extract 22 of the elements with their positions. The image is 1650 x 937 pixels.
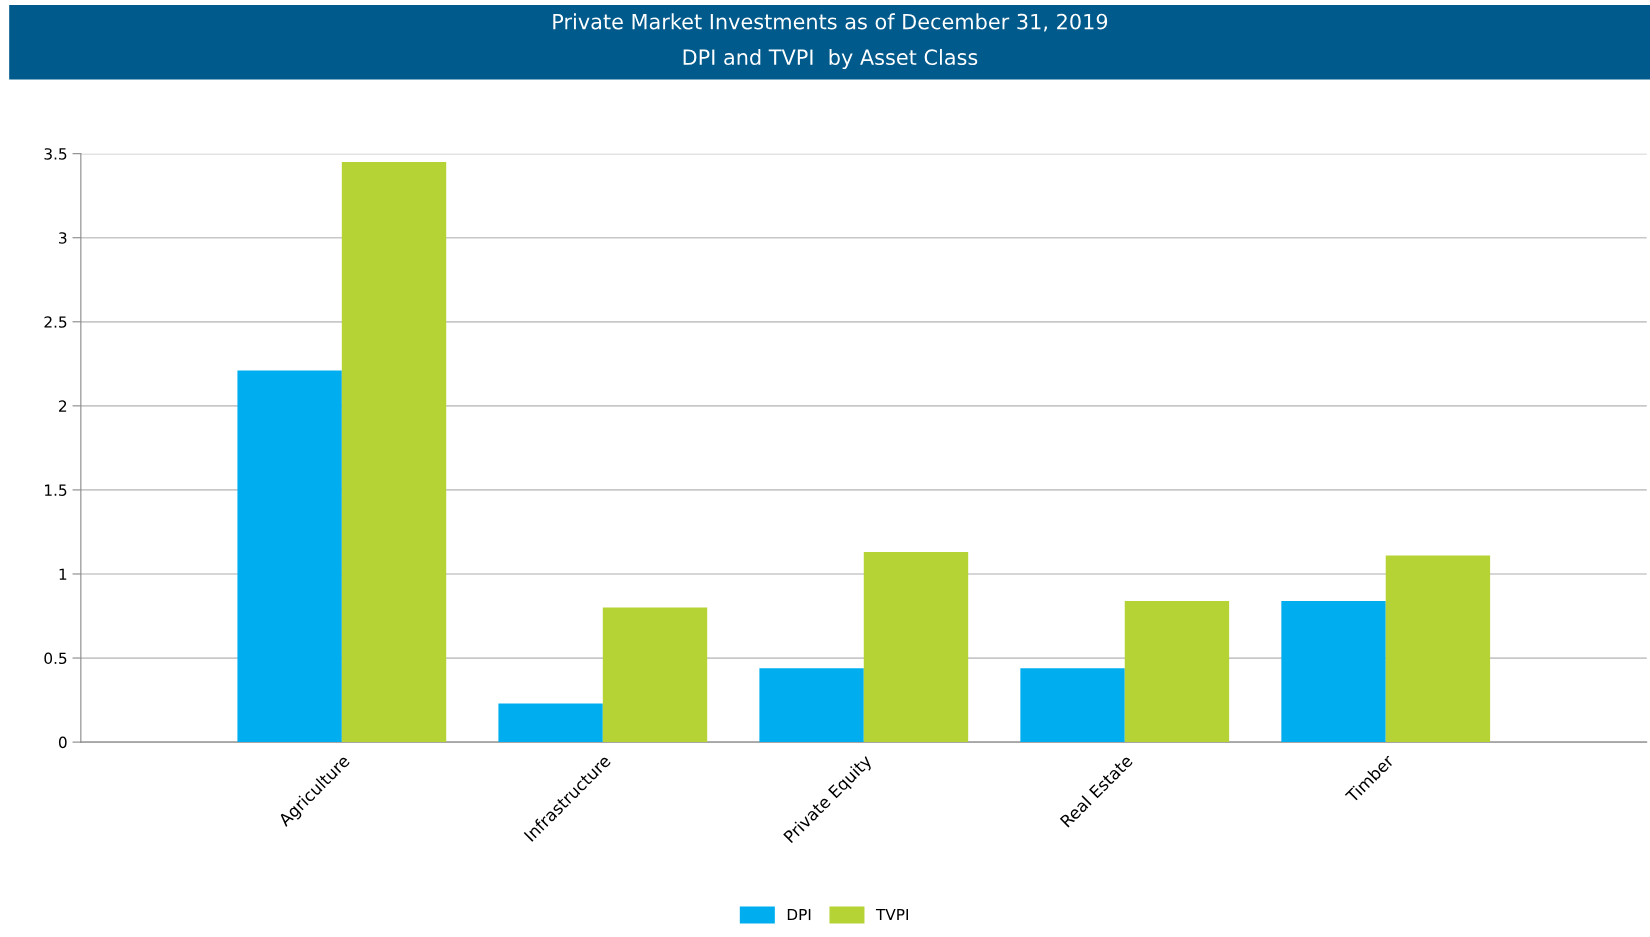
chart-subtitle: DPI and TVPI by Asset Class [683, 48, 978, 70]
bar [1281, 600, 1386, 743]
bar [602, 607, 708, 743]
bar [237, 370, 342, 743]
bar [1385, 555, 1491, 743]
y-tick-label: 2.5 [44, 316, 67, 328]
y-tick-label: 2 [59, 400, 67, 412]
y-tick-label: 3.5 [44, 148, 67, 160]
bar [863, 552, 969, 743]
y-tick-label: 1 [59, 568, 67, 580]
legend-label: TVPI [875, 908, 908, 921]
bar [1124, 600, 1230, 743]
bar [1020, 668, 1125, 743]
legend-label: DPI [787, 908, 811, 921]
chart-title: Private Market Investments as of December 31, 2019 [553, 13, 1108, 32]
bar [759, 668, 864, 743]
bar [498, 703, 603, 743]
y-tick-label: 0 [58, 736, 67, 749]
y-tick-label: 0.5 [44, 652, 67, 665]
bar [341, 162, 447, 743]
y-tick-label: 1.5 [45, 484, 67, 496]
y-tick-label: 3 [59, 232, 67, 244]
